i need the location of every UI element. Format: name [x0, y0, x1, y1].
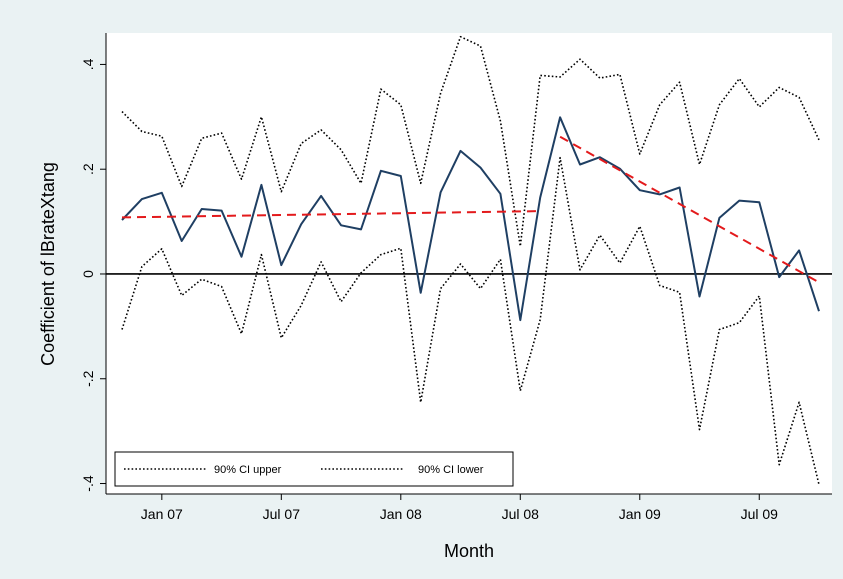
series-upper	[121, 35, 820, 247]
x-tick-label: Jul 08	[502, 506, 540, 522]
series-line-lower	[121, 156, 820, 485]
y-tick-label: .2	[80, 163, 96, 175]
series-lower	[121, 156, 820, 485]
y-tick-label: -.4	[80, 475, 96, 492]
x-axis-label: Month	[444, 541, 494, 561]
plot-region	[106, 33, 832, 494]
x-tick-label: Jul 07	[263, 506, 301, 522]
trend-line-2	[559, 135, 820, 284]
legend-label-upper: 90% CI upper	[214, 464, 282, 476]
trend-line-1	[121, 210, 541, 219]
x-tick-label: Jul 09	[741, 506, 779, 522]
axes: .4.20-.2-.4 Jan 07 Jul 07 Jan 08 Jul 08 Jan …	[38, 33, 832, 561]
x-tick-label: Jan 08	[380, 506, 422, 522]
x-tick-label: Jan 09	[619, 506, 661, 522]
series-coef	[121, 116, 820, 322]
series-line-upper	[121, 35, 820, 247]
x-tick-label: Jan 07	[141, 506, 183, 522]
y-ticks: .4 .2 0 -.2 -.4	[80, 58, 106, 492]
y-tick-label: -.2	[80, 370, 96, 387]
x-ticks: Jan 07 Jul 07 Jan 08 Jul 08 Jan 09 Jul 09	[141, 494, 778, 522]
legend: 90% CI upper 90% CI lower	[114, 451, 514, 487]
y-axis-label: Coefficient of lBrateXtang	[38, 162, 58, 366]
legend-label-lower: 90% CI lower	[418, 464, 484, 476]
y-tick-label: 0	[80, 270, 96, 278]
plot-content	[106, 35, 832, 485]
series-line-coef	[121, 116, 820, 322]
y-tick-label: .4	[80, 58, 96, 70]
